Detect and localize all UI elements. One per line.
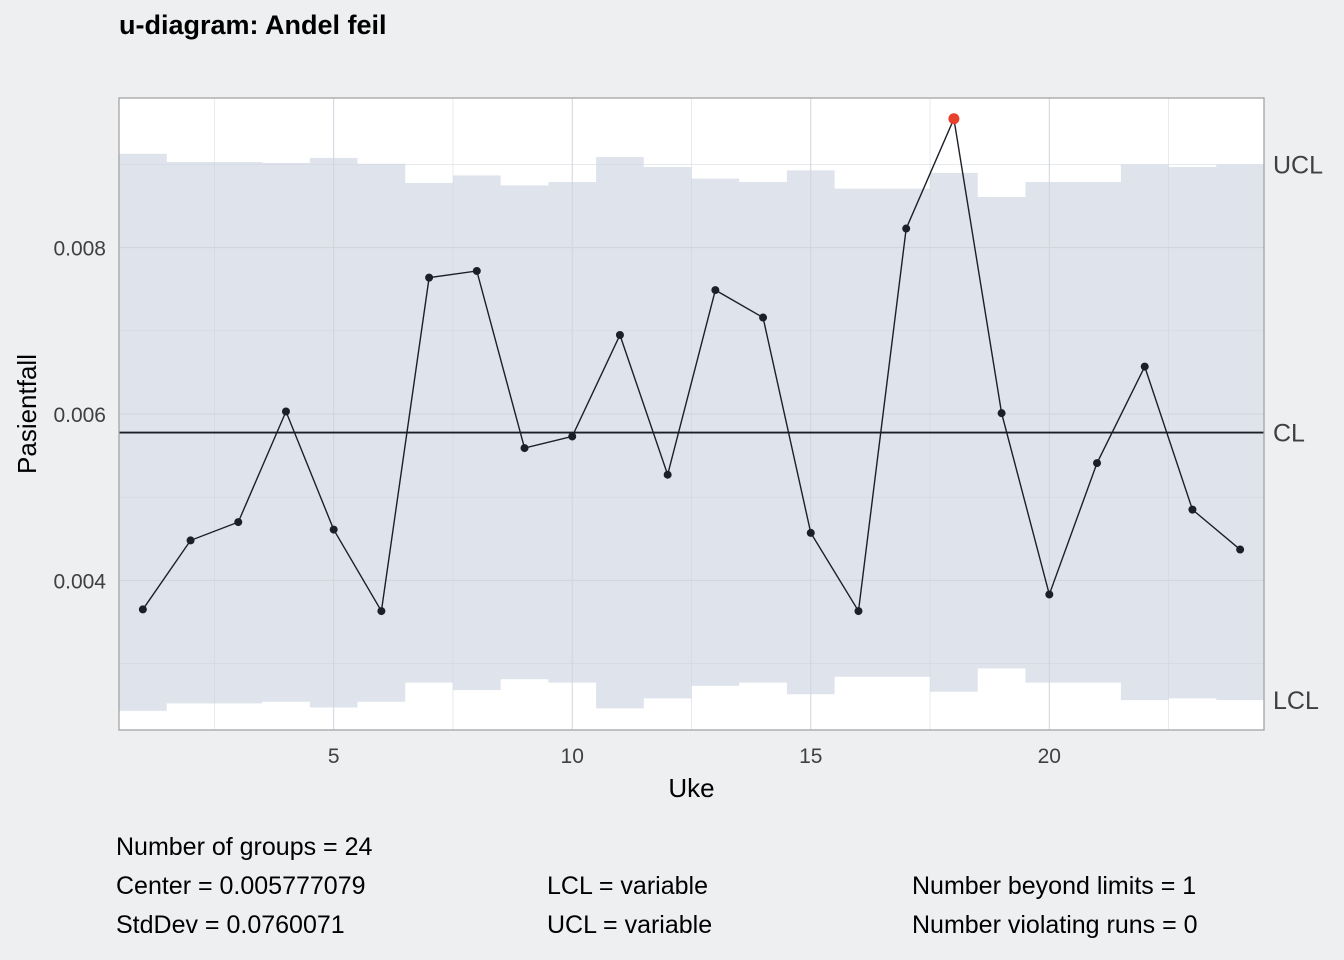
stats-col-1: Number of groups = 24 Center = 0.0057770… [116,828,372,945]
stat-lcl: LCL = variable [547,872,708,900]
data-point [234,518,243,527]
data-point [1140,362,1149,371]
data-point [425,273,434,282]
x-tick-label: 5 [328,745,340,768]
y-tick-label: 0.008 [53,238,106,261]
stat-violating-runs: Number violating runs = 0 [912,911,1198,939]
data-point [520,444,529,453]
data-point [472,266,481,275]
data-point [377,607,386,616]
stat-stddev: StdDev = 0.0760071 [116,911,345,939]
y-tick-label: 0.006 [53,404,106,427]
ucl-label: UCL [1273,152,1323,180]
data-point [711,286,720,295]
stat-center: Center = 0.005777079 [116,872,366,900]
data-point [329,525,338,534]
data-point [615,331,624,339]
x-tick-label: 20 [1038,745,1061,768]
data-point [997,409,1006,418]
data-point [138,605,147,614]
stats-col-3: Number beyond limits = 1 Number violatin… [912,867,1198,945]
data-point [186,536,195,545]
data-point [1236,545,1245,554]
cl-label: CL [1273,420,1305,448]
data-point [568,432,577,441]
plot-frame [118,97,1265,731]
data-point [1045,590,1054,599]
data-point [759,313,768,322]
data-point [1093,459,1102,468]
stat-beyond-limits: Number beyond limits = 1 [912,872,1197,900]
data-point [806,528,815,537]
lcl-label: LCL [1273,687,1319,715]
data-point [1188,505,1197,514]
x-tick-label: 10 [561,745,584,768]
x-tick-label: 15 [799,745,822,768]
data-point [902,224,911,233]
chart-title: u-diagram: Andel feil [119,10,387,40]
stat-groups: Number of groups = 24 [116,833,373,861]
y-tick-label: 0.004 [53,570,106,593]
data-point [281,407,290,416]
series-line [142,116,1241,614]
x-axis-title: Uke [668,773,714,803]
y-axis-title: Pasientfall [12,354,42,474]
stat-ucl: UCL = variable [547,911,713,939]
data-point [854,607,863,616]
data-point [663,470,672,479]
point-beyond-limits [948,113,960,125]
stats-col-2: LCL = variable UCL = variable [547,867,712,945]
